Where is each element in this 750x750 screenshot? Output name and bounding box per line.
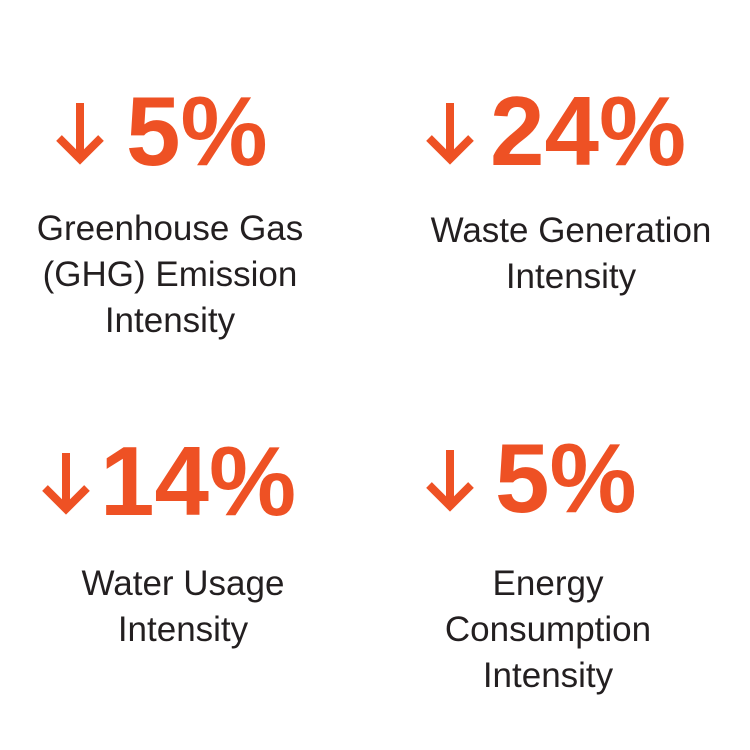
stat-value: 14% [100,426,296,536]
stat-label: Water Usage [82,564,285,603]
stat-label: Intensity [105,301,236,340]
stat-label: (GHG) Emission [43,255,298,294]
stat-value: 5% [126,76,268,186]
down-arrow-icon [426,450,474,512]
stat-label: Greenhouse Gas [37,209,304,248]
down-arrow-icon [426,103,474,165]
stat-value: 24% [490,76,686,186]
stat-label: Intensity [118,610,249,649]
down-arrow-icon [56,103,104,165]
stat: 14% Water Usage Intensity [42,426,296,649]
stat-label: Intensity [483,656,614,695]
stat-label: Energy [493,564,604,603]
stat-label: Intensity [506,257,637,296]
stat-value: 5% [495,423,637,533]
stat: 5% Greenhouse Gas (GHG) Emission Intensity [37,76,304,340]
stat: 24% Waste Generation Intensity [426,76,712,296]
stat-label: Consumption [445,610,651,649]
down-arrow-icon [42,453,90,515]
stat-label: Waste Generation [431,211,712,250]
stat: 5% Energy Consumption Intensity [426,423,651,695]
